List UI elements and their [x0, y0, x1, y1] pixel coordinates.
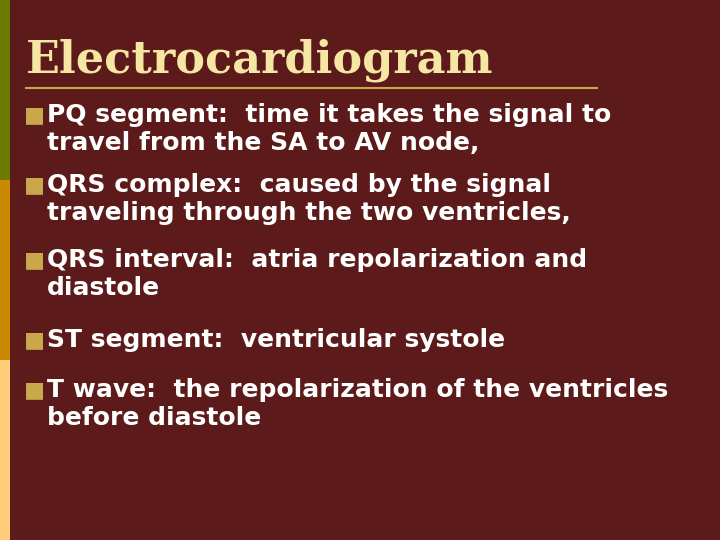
Text: QRS interval:  atria repolarization and: QRS interval: atria repolarization and — [47, 248, 587, 272]
Text: before diastole: before diastole — [47, 406, 261, 430]
Text: traveling through the two ventricles,: traveling through the two ventricles, — [47, 201, 571, 225]
Text: ■: ■ — [24, 380, 45, 400]
Bar — [0, 360, 10, 540]
Text: ■: ■ — [24, 105, 45, 125]
Bar — [0, 0, 10, 180]
Text: ST segment:  ventricular systole: ST segment: ventricular systole — [47, 328, 505, 352]
Bar — [0, 180, 10, 360]
Text: Electrocardiogram: Electrocardiogram — [26, 38, 493, 82]
Text: QRS complex:  caused by the signal: QRS complex: caused by the signal — [47, 173, 551, 197]
Text: T wave:  the repolarization of the ventricles: T wave: the repolarization of the ventri… — [47, 378, 668, 402]
Text: ■: ■ — [24, 250, 45, 270]
Text: ■: ■ — [24, 330, 45, 350]
Text: travel from the SA to AV node,: travel from the SA to AV node, — [47, 131, 480, 155]
Text: PQ segment:  time it takes the signal to: PQ segment: time it takes the signal to — [47, 103, 611, 127]
Text: diastole: diastole — [47, 276, 160, 300]
Text: ■: ■ — [24, 175, 45, 195]
